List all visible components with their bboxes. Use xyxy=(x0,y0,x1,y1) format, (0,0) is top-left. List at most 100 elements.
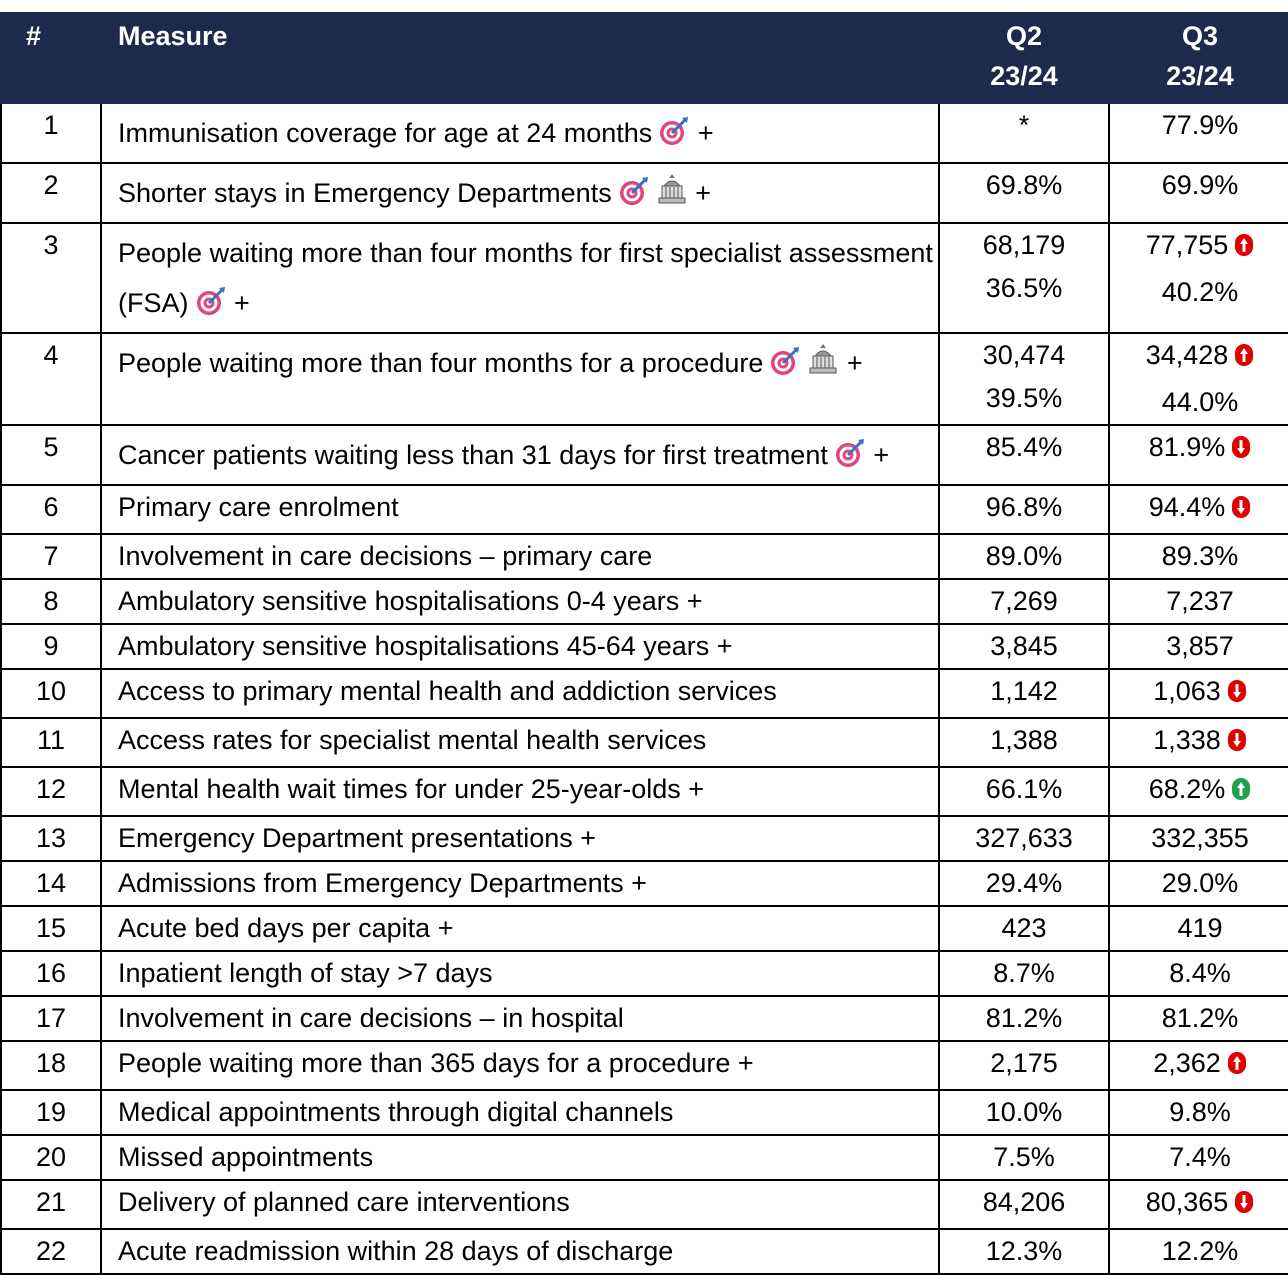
q3-cell: 1,063 xyxy=(1108,668,1288,719)
q2-cell: 7,269 xyxy=(938,578,1110,625)
q2-cell: 12.3% xyxy=(938,1228,1110,1275)
measure-cell: Primary care enrolment xyxy=(100,484,940,535)
value-text: 36.5% xyxy=(985,273,1063,303)
value-text: 3,845 xyxy=(990,631,1058,661)
row-number: 22 xyxy=(0,1228,102,1275)
target-icon xyxy=(618,172,650,222)
table-row: 21 Delivery of planned care interventions… xyxy=(0,1179,1288,1230)
q3-cell: 77.9% xyxy=(1108,102,1288,164)
header-measure: Measure xyxy=(100,12,940,104)
q3-value: 7.4% xyxy=(1110,1136,1288,1179)
value-text: 77,755 xyxy=(1145,230,1229,260)
q3-value: 40.2% xyxy=(1110,271,1288,314)
q2-cell: 30,474 39.5% xyxy=(938,332,1110,426)
header-row: # Measure Q2 23/24 Q3 23/24 xyxy=(0,12,1288,104)
measure-cell: Acute bed days per capita + xyxy=(100,905,940,952)
value-text: 327,633 xyxy=(975,823,1073,853)
down-red-graphic xyxy=(1227,680,1246,702)
value-text: 69.8% xyxy=(985,170,1063,200)
q3-cell: 77,755 40.2% xyxy=(1108,222,1288,334)
q2-cell: 96.8% xyxy=(938,484,1110,535)
measure-text: Mental health wait times for under 25-ye… xyxy=(118,774,705,804)
table-row: 11 Access rates for specialist mental hea… xyxy=(0,717,1288,768)
measure-cell: Admissions from Emergency Departments + xyxy=(100,860,940,907)
value-text: 332,355 xyxy=(1151,823,1249,853)
q3-cell: 89.3% xyxy=(1108,533,1288,580)
measure-cell: Missed appointments xyxy=(100,1134,940,1181)
down-red-graphic xyxy=(1232,436,1251,458)
q2-value: 327,633 xyxy=(940,817,1108,860)
row-number: 15 xyxy=(0,905,102,952)
target-graphic xyxy=(660,117,689,145)
row-number: 13 xyxy=(0,815,102,862)
measure-text: Missed appointments xyxy=(118,1142,374,1172)
q2-cell: 10.0% xyxy=(938,1089,1110,1136)
measure-text: Access to primary mental health and addi… xyxy=(118,676,777,706)
q3-value: 332,355 xyxy=(1110,817,1288,860)
q2-cell: 1,388 xyxy=(938,717,1110,768)
measure-cell: Immunisation coverage for age at 24 mont… xyxy=(100,102,940,164)
q3-value: 9.8% xyxy=(1110,1091,1288,1134)
q2-value: 85.4% xyxy=(940,426,1108,469)
table-row: 9 Ambulatory sensitive hospitalisations 4… xyxy=(0,623,1288,670)
value-text: 10.0% xyxy=(985,1097,1063,1127)
q2-value: 84,206 xyxy=(940,1181,1108,1224)
q3-value: 2,362 xyxy=(1110,1042,1288,1089)
building-icon xyxy=(656,172,688,222)
measure-cell: People waiting more than four months for… xyxy=(100,222,940,334)
q2-value: 2,175 xyxy=(940,1042,1108,1085)
q2-cell: 81.2% xyxy=(938,995,1110,1042)
measure-suffix: + xyxy=(873,440,890,470)
up-red-icon xyxy=(1234,338,1254,381)
q2-cell: 423 xyxy=(938,905,1110,952)
value-text: 12.2% xyxy=(1161,1236,1239,1266)
table-row: 8 Ambulatory sensitive hospitalisations 0… xyxy=(0,578,1288,625)
q3-cell: 1,338 xyxy=(1108,717,1288,768)
q2-value: 29.4% xyxy=(940,862,1108,905)
value-text: 1,142 xyxy=(990,676,1058,706)
target-graphic xyxy=(835,439,864,467)
q3-cell: 8.4% xyxy=(1108,950,1288,997)
measure-text: Delivery of planned care interventions xyxy=(118,1187,570,1217)
up-red-graphic xyxy=(1235,234,1254,256)
value-text: 85.4% xyxy=(985,432,1063,462)
value-text: 8.7% xyxy=(993,958,1055,988)
q3-cell: 332,355 xyxy=(1108,815,1288,862)
q2-cell: 8.7% xyxy=(938,950,1110,997)
q3-value: 80,365 xyxy=(1110,1181,1288,1228)
q2-cell: 327,633 xyxy=(938,815,1110,862)
table-body: 1 Immunisation coverage for age at 24 mon… xyxy=(0,102,1288,1275)
measure-text: Involvement in care decisions – primary … xyxy=(118,541,653,571)
q3-value: 77.9% xyxy=(1110,104,1288,147)
measure-text: Acute readmission within 28 days of disc… xyxy=(118,1236,674,1266)
measure-text: Cancer patients waiting less than 31 day… xyxy=(118,440,828,470)
q2-value: 7.5% xyxy=(940,1136,1108,1179)
measure-cell: Involvement in care decisions – in hospi… xyxy=(100,995,940,1042)
q3-value: 8.4% xyxy=(1110,952,1288,995)
row-number: 10 xyxy=(0,668,102,719)
row-number: 2 xyxy=(0,162,102,224)
q3-value: 94.4% xyxy=(1110,486,1288,533)
up-red-graphic xyxy=(1235,344,1254,366)
target-icon xyxy=(769,342,801,392)
value-text: 84,206 xyxy=(982,1187,1066,1217)
value-text: 80,365 xyxy=(1145,1187,1229,1217)
table-row: 18 People waiting more than 365 days for … xyxy=(0,1040,1288,1091)
q2-value: 10.0% xyxy=(940,1091,1108,1134)
q2-value: 1,388 xyxy=(940,719,1108,762)
value-text: 29.0% xyxy=(1161,868,1239,898)
value-text: 7.5% xyxy=(993,1142,1055,1172)
up-red-graphic xyxy=(1227,1052,1246,1074)
q3-value: 1,063 xyxy=(1110,670,1288,717)
row-number: 1 xyxy=(0,102,102,164)
q2-cell: 68,179 36.5% xyxy=(938,222,1110,334)
table-row: 22 Acute readmission within 28 days of di… xyxy=(0,1228,1288,1275)
row-number: 3 xyxy=(0,222,102,334)
down-red-icon xyxy=(1231,430,1251,473)
value-text: * xyxy=(1018,110,1030,140)
q3-value: 77,755 xyxy=(1110,224,1288,271)
value-text: 30,474 xyxy=(982,340,1066,370)
measure-cell: Medical appointments through digital cha… xyxy=(100,1089,940,1136)
down-red-icon xyxy=(1231,490,1251,533)
row-number: 18 xyxy=(0,1040,102,1091)
